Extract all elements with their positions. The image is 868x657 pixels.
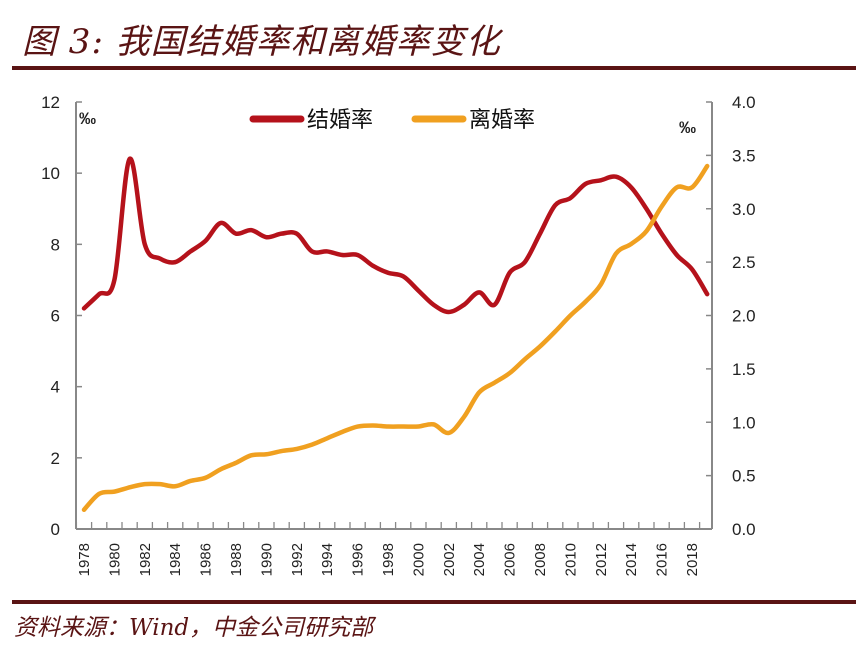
left-tick-label: 6: [51, 307, 60, 326]
legend-label: 结婚率: [307, 108, 373, 133]
x-tick-label: 2018: [684, 543, 701, 576]
right-unit-label: ‰: [679, 118, 696, 137]
left-tick-label: 2: [51, 449, 60, 468]
left-tick-label: 12: [41, 93, 60, 112]
right-tick-label: 3.5: [732, 146, 756, 165]
x-tick-label: 1998: [380, 543, 397, 576]
right-tick-label: 1.0: [732, 413, 756, 432]
x-tick-label: 2006: [502, 543, 519, 576]
footer-divider: [12, 600, 856, 604]
x-tick-label: 2000: [410, 543, 427, 576]
x-tick-label: 1986: [198, 543, 215, 576]
right-tick-label: 0.0: [732, 520, 756, 539]
x-tick-label: 1992: [289, 543, 306, 576]
right-tick-label: 1.5: [732, 360, 756, 379]
x-tick-label: 1990: [258, 543, 275, 576]
divorce-rate-line: [81, 163, 710, 513]
marriage-rate-line: [81, 156, 710, 315]
right-tick-label: 4.0: [732, 93, 756, 112]
legend-label: 离婚率: [469, 108, 535, 133]
title-divider: [12, 66, 856, 70]
right-tick-label: 3.0: [732, 200, 756, 219]
right-tick-label: 0.5: [732, 467, 756, 486]
left-tick-label: 0: [51, 520, 60, 539]
x-tick-label: 2004: [471, 543, 488, 576]
x-tick-label: 2012: [593, 543, 610, 576]
left-tick-label: 10: [41, 164, 60, 183]
x-tick-label: 1978: [76, 543, 93, 576]
left-unit-label: ‰: [79, 109, 96, 128]
chart-title: 图 3: 我国结婚率和离婚率变化: [22, 22, 501, 62]
x-tick-label: 1982: [137, 543, 154, 576]
left-tick-label: 8: [51, 235, 60, 254]
x-tick-label: 2002: [441, 543, 458, 576]
right-tick-label: 2.5: [732, 253, 756, 272]
x-tick-label: 1980: [106, 543, 123, 576]
x-tick-label: 1994: [319, 543, 336, 576]
x-tick-label: 2008: [532, 543, 549, 576]
x-tick-label: 1996: [350, 543, 367, 576]
x-tick-label: 2014: [623, 543, 640, 576]
source-note: 资料来源：Wind，中金公司研究部: [14, 615, 374, 641]
left-tick-label: 4: [51, 378, 60, 397]
x-tick-label: 1988: [228, 543, 245, 576]
x-tick-label: 2016: [654, 543, 671, 576]
right-tick-label: 2.0: [732, 307, 756, 326]
x-tick-label: 1984: [167, 543, 184, 576]
x-tick-label: 2010: [562, 543, 579, 576]
